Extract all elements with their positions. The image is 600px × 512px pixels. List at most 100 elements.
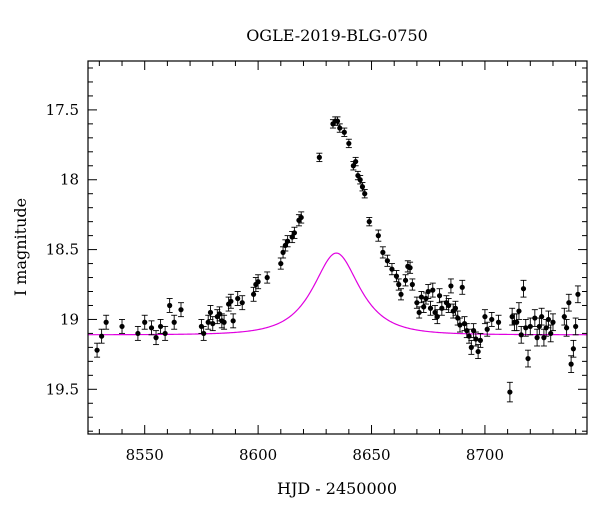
point-marker	[278, 260, 284, 267]
data-point	[134, 325, 141, 341]
point-marker	[457, 322, 463, 328]
data-point	[379, 246, 386, 259]
data-point	[434, 309, 441, 325]
point-marker	[550, 319, 556, 325]
point-marker	[414, 300, 420, 306]
point-marker	[235, 295, 241, 302]
point-marker	[573, 323, 579, 330]
data-point	[94, 342, 101, 358]
data-point	[366, 217, 373, 227]
point-marker	[337, 125, 343, 131]
data-point	[536, 317, 543, 336]
data-point	[484, 321, 491, 337]
data-point	[341, 127, 348, 137]
point-marker	[527, 323, 533, 330]
point-marker	[171, 319, 177, 325]
point-marker	[167, 302, 173, 309]
point-marker	[353, 158, 359, 165]
chart-title: OGLE-2019-BLG-0750	[246, 26, 428, 45]
data-point	[361, 189, 368, 199]
data-point	[495, 314, 502, 330]
x-tick-label: 8650	[352, 446, 390, 464]
data-point	[393, 270, 400, 283]
point-marker	[221, 319, 227, 325]
data-point	[388, 263, 395, 276]
point-marker	[396, 281, 402, 288]
data-point	[568, 355, 575, 373]
point-marker	[375, 233, 381, 239]
data-point	[518, 325, 525, 344]
point-marker	[409, 281, 415, 288]
x-axis: 8550 8600 8650 8700	[98, 61, 577, 464]
data-point	[477, 332, 484, 348]
point-marker	[398, 291, 404, 297]
point-marker	[523, 325, 529, 331]
plot-frame	[87, 60, 588, 435]
point-marker	[298, 214, 304, 221]
point-marker	[548, 330, 554, 337]
data-point	[538, 307, 545, 326]
point-marker	[135, 330, 141, 337]
data-point	[459, 279, 466, 295]
point-marker	[359, 184, 366, 190]
point-marker	[484, 326, 490, 332]
data-point	[375, 229, 382, 242]
point-marker	[230, 318, 236, 324]
point-marker	[473, 336, 479, 342]
point-marker	[228, 298, 234, 304]
point-marker	[380, 249, 386, 255]
point-marker	[520, 286, 527, 292]
data-point	[525, 349, 532, 368]
data-point	[402, 274, 409, 287]
data-point	[398, 288, 405, 301]
data-point	[345, 138, 352, 149]
data-point	[413, 296, 420, 309]
point-marker	[468, 344, 474, 350]
data-point	[284, 235, 291, 248]
x-tick-label: 8550	[126, 446, 164, 464]
point-marker	[148, 325, 155, 331]
data-point	[565, 293, 572, 312]
y-tick-label: 18	[60, 171, 79, 189]
point-marker	[366, 219, 372, 225]
point-marker	[384, 258, 390, 264]
data-point	[445, 298, 452, 313]
point-marker	[162, 330, 168, 337]
data-point	[166, 298, 173, 313]
data-point	[468, 339, 475, 355]
y-tick-label: 17.5	[46, 101, 79, 119]
point-marker	[430, 287, 436, 293]
point-marker	[393, 273, 400, 279]
point-marker	[459, 284, 465, 290]
data-point	[162, 325, 169, 341]
point-marker	[507, 389, 513, 395]
model-curve	[87, 252, 587, 336]
data-point	[205, 314, 212, 330]
point-marker	[516, 308, 522, 314]
point-marker	[201, 330, 207, 337]
data-point	[572, 317, 579, 336]
data-point	[250, 286, 257, 302]
point-marker	[452, 305, 459, 311]
point-marker	[250, 291, 257, 297]
point-marker	[255, 279, 261, 285]
point-marker	[525, 355, 531, 362]
data-point	[200, 325, 207, 341]
data-point	[153, 330, 160, 346]
point-marker	[489, 316, 495, 323]
point-marker	[142, 319, 148, 325]
data-point	[227, 293, 234, 309]
data-point	[456, 317, 463, 333]
point-marker	[482, 314, 488, 320]
data-point	[561, 307, 568, 326]
data-point	[488, 312, 495, 327]
point-marker	[103, 319, 109, 325]
point-marker	[316, 154, 322, 160]
point-marker	[119, 323, 125, 330]
y-axis-label: I magnitude	[11, 198, 30, 296]
data-point	[438, 300, 445, 316]
data-point	[239, 295, 246, 311]
data-point	[409, 278, 416, 291]
x-tick-label: 8700	[466, 446, 504, 464]
point-marker	[416, 309, 422, 316]
